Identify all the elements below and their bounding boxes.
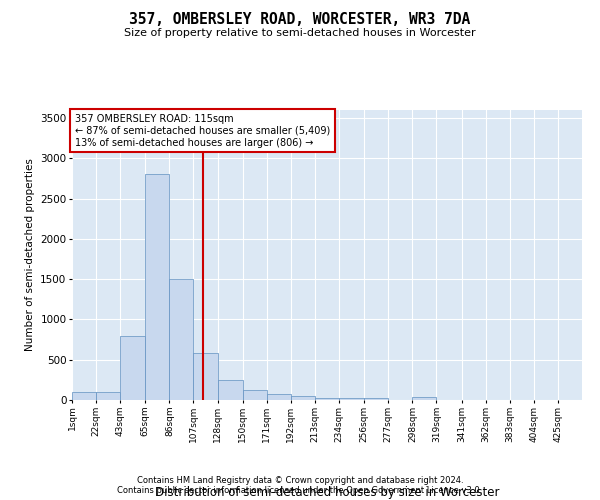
Bar [72,392,96,400]
Y-axis label: Number of semi-detached properties: Number of semi-detached properties [25,158,35,352]
Text: Contains public sector information licensed under the Open Government Licence v3: Contains public sector information licen… [118,486,482,495]
Bar [291,396,315,400]
Text: Size of property relative to semi-detached houses in Worcester: Size of property relative to semi-detach… [124,28,476,38]
X-axis label: Distribution of semi-detached houses by size in Worcester: Distribution of semi-detached houses by … [155,486,499,500]
Bar [120,336,145,400]
Bar [145,174,169,400]
Bar [315,398,339,400]
Bar [243,390,267,400]
Text: 357 OMBERSLEY ROAD: 115sqm
← 87% of semi-detached houses are smaller (5,409)
13%: 357 OMBERSLEY ROAD: 115sqm ← 87% of semi… [74,114,330,148]
Bar [169,279,193,400]
Bar [218,380,243,400]
Bar [412,397,436,400]
Text: Contains HM Land Registry data © Crown copyright and database right 2024.: Contains HM Land Registry data © Crown c… [137,476,463,485]
Bar [96,392,120,400]
Bar [339,398,364,400]
Bar [364,398,388,400]
Bar [193,354,218,400]
Text: 357, OMBERSLEY ROAD, WORCESTER, WR3 7DA: 357, OMBERSLEY ROAD, WORCESTER, WR3 7DA [130,12,470,28]
Bar [267,394,291,400]
